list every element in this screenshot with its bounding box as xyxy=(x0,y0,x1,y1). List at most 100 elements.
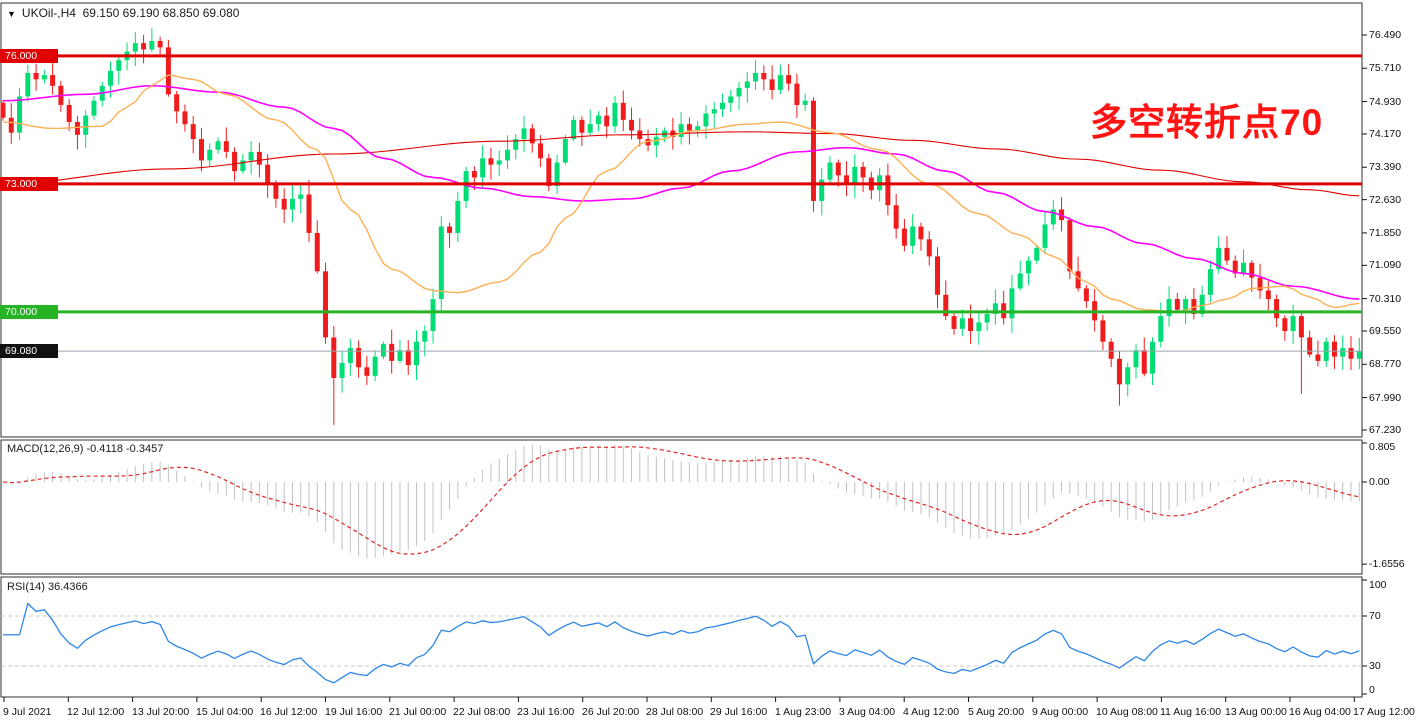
time-tick-label: 21 Jul 00:00 xyxy=(389,706,447,718)
candle-body xyxy=(1150,341,1156,374)
candle-body xyxy=(17,96,23,133)
price-tick-label: 74.170 xyxy=(1369,128,1402,140)
candle-body xyxy=(719,102,725,110)
candle-body xyxy=(397,350,403,361)
candle-body xyxy=(1224,247,1230,261)
candle-body xyxy=(554,162,560,187)
candle-body xyxy=(108,70,114,86)
candle-body xyxy=(959,318,965,329)
candle-body xyxy=(620,102,626,120)
candle-body xyxy=(629,119,635,131)
candle-body xyxy=(711,109,717,114)
candle-body xyxy=(488,158,494,165)
candle-body xyxy=(761,72,767,80)
candle-body xyxy=(1331,341,1337,357)
candle-body xyxy=(339,363,345,378)
candle-body xyxy=(91,100,97,116)
candle-body xyxy=(1207,269,1213,295)
candle-body xyxy=(364,367,370,376)
time-tick-label: 22 Jul 08:00 xyxy=(453,706,511,718)
candle-body xyxy=(1199,294,1205,314)
candle-body xyxy=(422,331,428,342)
candle-body xyxy=(587,124,593,133)
candle-body xyxy=(728,96,734,103)
candle-body xyxy=(984,313,990,323)
candle-body xyxy=(496,160,502,165)
candle-body xyxy=(653,136,659,146)
candle-body xyxy=(1050,209,1056,225)
candle-body xyxy=(8,117,14,133)
candle-body xyxy=(1274,299,1280,319)
candle-body xyxy=(281,198,287,210)
candle-body xyxy=(686,124,692,131)
time-tick-label: 9 Aug 00:00 xyxy=(1032,706,1089,718)
candle-body xyxy=(802,100,808,105)
candle-body xyxy=(1108,341,1114,359)
candle-body xyxy=(1125,367,1131,385)
time-tick-label: 3 Aug 04:00 xyxy=(839,706,896,718)
candle-body xyxy=(513,139,519,150)
candle-body xyxy=(860,166,866,178)
candle-body xyxy=(1025,260,1031,274)
candle-body xyxy=(1141,350,1147,374)
candle-body xyxy=(777,75,783,91)
candle-body xyxy=(190,124,196,140)
time-tick-label: 5 Aug 20:00 xyxy=(968,706,1025,718)
annotation-text[interactable]: 多空转折点70 xyxy=(1090,102,1324,143)
candle-body xyxy=(1232,260,1238,274)
symbol-dropdown-icon[interactable]: ▼ xyxy=(7,9,16,19)
candle-body xyxy=(0,102,6,118)
candle-body xyxy=(1067,220,1073,272)
candle-body xyxy=(943,294,949,317)
main-panel-frame xyxy=(0,2,1363,438)
time-tick-label: 4 Aug 12:00 xyxy=(903,706,960,718)
candle-body xyxy=(1257,277,1263,291)
candle-body xyxy=(703,113,709,127)
candle-body xyxy=(207,149,213,161)
candle-body xyxy=(223,141,229,152)
candle-body xyxy=(1307,337,1313,355)
time-tick-label: 1 Aug 23:00 xyxy=(775,706,832,718)
candle-body xyxy=(901,228,907,246)
candle-body xyxy=(645,139,651,146)
time-tick-label: 19 Jul 16:00 xyxy=(325,706,383,718)
candle-body xyxy=(174,94,180,112)
rsi-line xyxy=(3,602,1360,684)
candle-body xyxy=(1017,273,1023,289)
candle-body xyxy=(827,162,833,180)
candle-body xyxy=(306,194,312,233)
candle-body xyxy=(893,205,899,229)
candle-body xyxy=(1298,316,1304,338)
time-tick-label: 16 Aug 04:00 xyxy=(1289,706,1351,718)
candle-body xyxy=(149,40,155,50)
candle-body xyxy=(1265,290,1271,300)
candle-body xyxy=(1356,351,1362,359)
candle-body xyxy=(935,256,941,295)
candle-body xyxy=(538,143,544,159)
candle-body xyxy=(356,348,362,368)
candle-body xyxy=(471,171,477,178)
candle-body xyxy=(1166,299,1172,317)
candle-body xyxy=(926,239,932,257)
macd-panel-frame xyxy=(0,439,1363,575)
candle-body xyxy=(50,75,56,86)
symbol-period-label: UKOil-,H4 xyxy=(21,6,76,20)
candle-body xyxy=(753,72,759,82)
candle-body xyxy=(438,226,444,300)
rsi-tick-label: 0 xyxy=(1369,684,1375,696)
candle-body xyxy=(1034,247,1040,261)
candle-body xyxy=(405,350,411,366)
candle-body xyxy=(1216,247,1222,270)
candle-body xyxy=(786,75,792,84)
candle-body xyxy=(74,122,80,135)
time-tick-label: 26 Jul 20:00 xyxy=(582,706,640,718)
chart-title: ▼ UKOil-,H4 69.150 69.190 68.850 69.080 xyxy=(7,6,239,20)
price-level-badge: 69.080 xyxy=(0,344,58,358)
candle-body xyxy=(66,104,72,123)
candle-body xyxy=(248,151,254,161)
candle-body xyxy=(289,198,295,210)
candle-body xyxy=(182,111,188,125)
candle-body xyxy=(215,141,221,150)
candle-body xyxy=(744,81,750,88)
